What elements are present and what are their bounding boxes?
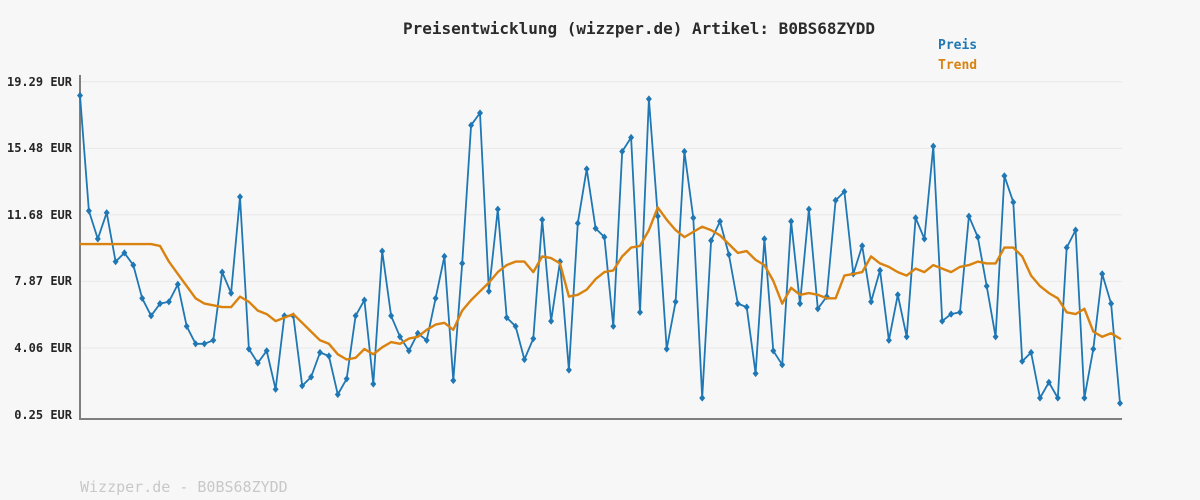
y-axis-tick-label: 11.68 EUR [6,207,72,222]
y-axis-tick-label: 19.29 EUR [6,74,72,89]
y-axis-tick-label: 4.06 EUR [14,340,72,355]
y-axis-tick-label: 0.25 EUR [14,407,72,422]
trend-line [78,206,1122,361]
y-axis-tick-label: 15.48 EUR [6,141,72,156]
y-axis-tick-label: 7.87 EUR [14,274,72,289]
watermark-credit: Wizzper.de - B0BS68ZYDD [80,478,288,496]
legend: Preis Trend [938,39,977,72]
legend-item-preis: Preis [938,38,978,53]
chart-title: Preisentwicklung (wizzper.de) Artikel: B… [403,19,876,38]
legend-item-trend: Trend [938,58,978,73]
price-line [79,94,1121,405]
